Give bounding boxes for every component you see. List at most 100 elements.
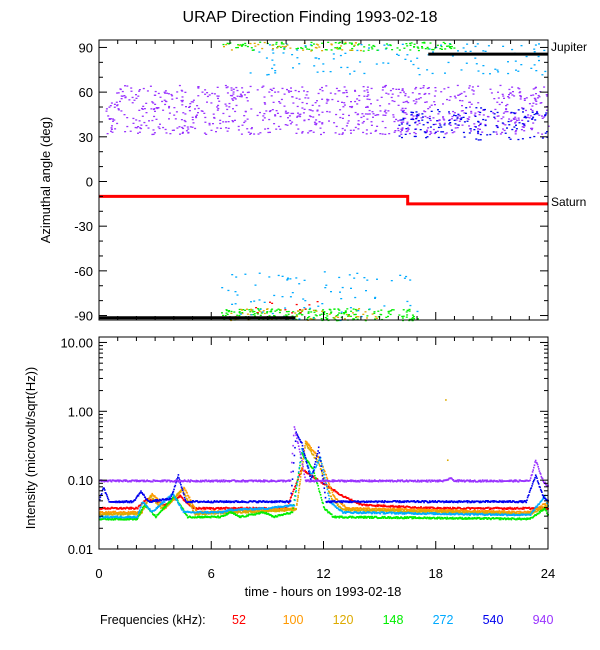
intensity-point [543,508,546,510]
scatter-point [366,91,369,93]
intensity-point [356,507,359,509]
scatter-point [250,310,253,312]
scatter-point [295,97,298,99]
scatter-point [187,132,190,134]
scatter-point [329,92,332,94]
scatter-point [274,91,277,93]
intensity-point [422,509,425,512]
scatter-point [438,119,441,121]
intensity-point [99,517,102,519]
scatter-point [516,119,519,122]
intensity-point [135,514,137,516]
scatter-point [538,59,540,62]
intensity-point [354,509,357,511]
scatter-point [213,93,216,95]
scatter-group-940 [105,84,550,136]
scatter-point [472,93,475,95]
scatter-point [547,125,550,127]
intensity-point [179,491,181,494]
scatter-point [518,122,521,124]
scatter-point [437,136,440,139]
scatter-point [308,304,311,306]
intensity-point [198,515,201,518]
intensity-point [115,515,117,518]
intensity-point [250,510,253,512]
intensity-point [528,511,531,514]
intensity-point [504,517,506,520]
scatter-point [217,107,220,110]
intensity-point [172,499,174,501]
scatter-point [505,108,508,110]
intensity-point [347,507,349,509]
intensity-point [438,516,441,519]
scatter-point [130,90,133,92]
scatter-point [391,100,394,102]
scatter-point [509,120,512,122]
intensity-point [193,506,196,509]
scatter-point [454,97,457,99]
intensity-point [486,518,489,520]
scatter-point [226,86,229,88]
intensity-point [535,514,538,517]
intensity-point [371,515,374,518]
intensity-point [234,508,236,510]
intensity-point [331,489,333,492]
intensity-point [478,509,481,512]
intensity-point [206,510,209,513]
scatter-point [509,92,512,94]
scatter-point [372,113,375,115]
scatter-point [253,313,256,315]
y-tick-label: -90 [74,309,93,324]
scatter-point [417,49,420,52]
scatter-point [348,114,350,117]
scatter-point [425,137,428,139]
intensity-point [177,494,179,497]
scatter-point [181,126,184,129]
intensity-point [143,500,146,503]
scatter-point [140,124,143,126]
scatter-point [308,115,311,117]
scatter-point [527,120,530,122]
scatter-point [424,48,427,50]
scatter-point [310,50,313,52]
scatter-point [259,41,262,43]
intensity-point [165,507,167,509]
scatter-point [376,125,379,127]
scatter-point [518,92,521,94]
scatter-point [359,49,362,52]
scatter-point [510,111,513,114]
intensity-point [384,515,386,518]
scatter-point [362,86,365,88]
scatter-point [535,93,537,95]
scatter-point [345,125,348,127]
scatter-point [422,124,425,126]
intensity-point [332,490,335,492]
scatter-point [181,99,184,102]
scatter-point [261,86,264,88]
intensity-point [428,510,430,512]
scatter-point [292,311,295,313]
intensity-point [174,497,177,499]
intensity-point [254,508,256,511]
scatter-point [383,44,386,46]
scatter-point [450,129,453,131]
scatter-point [249,42,252,45]
scatter-point [406,45,409,47]
intensity-point [134,507,137,510]
scatter-point [310,45,313,47]
scatter-point [400,121,403,123]
intensity-point [432,506,434,509]
intensity-point [297,489,300,492]
scatter-point [534,87,537,89]
scatter-point [523,98,526,100]
scatter-point [454,115,457,117]
intensity-point [112,510,115,513]
scatter-point [319,88,322,91]
scatter-point [490,110,493,113]
scatter-point [326,98,329,100]
intensity-point [459,516,461,519]
scatter-point [241,44,244,46]
scatter-point [146,90,149,92]
scatter-point [383,111,386,113]
scatter-point [169,133,172,135]
